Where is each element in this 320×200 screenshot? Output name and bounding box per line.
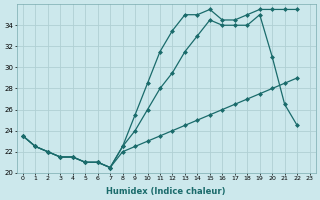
X-axis label: Humidex (Indice chaleur): Humidex (Indice chaleur) [107, 187, 226, 196]
